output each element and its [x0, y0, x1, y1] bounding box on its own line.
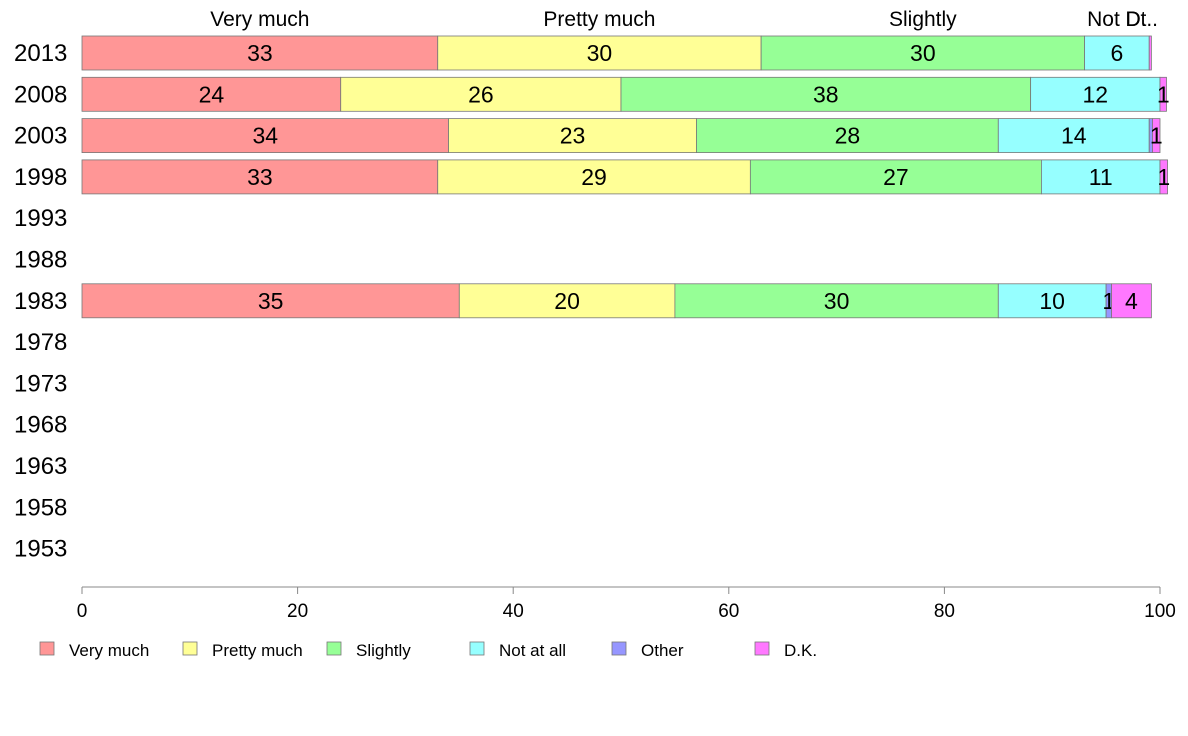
legend-swatch-other [611, 641, 627, 656]
bar-segment-2003-d-k [1152, 118, 1161, 153]
x-tick-label-20: 20 [287, 601, 308, 622]
top-label-very-much: Very much [210, 8, 309, 31]
bar-segment-1998-not-at-all [1041, 159, 1161, 195]
data-label-2003-pretty-much: 23 [560, 123, 586, 149]
y-tick-label-1973: 1973 [14, 370, 67, 397]
bar-segment-2008-d-k [1159, 76, 1167, 112]
y-tick-label-1953: 1953 [14, 536, 67, 563]
bar-segment-2013-pretty-much [437, 35, 762, 71]
y-tick-label-1993: 1993 [14, 205, 67, 232]
bar-segment-1998-pretty-much [437, 159, 751, 195]
bar-segment-2008-not-at-all [1030, 76, 1161, 112]
data-label-2008-slightly: 38 [813, 81, 839, 107]
data-label-1983-not-at-all: 10 [1039, 288, 1065, 314]
bar-segment-1998-d-k [1159, 159, 1168, 195]
data-label-2013-pretty-much: 30 [587, 40, 613, 66]
data-label-1983-d-k: 4 [1125, 288, 1138, 314]
bar-segment-1998-very-much [81, 159, 439, 195]
legend-label-pretty-much: Pretty much [212, 641, 303, 660]
data-label-1998-very-much: 33 [247, 164, 273, 190]
legend-swatch-very-much [39, 641, 55, 656]
bar-segment-2008-slightly [620, 76, 1032, 112]
bar-segment-2003-very-much [81, 118, 449, 153]
data-label-1998-not-at-all: 11 [1089, 164, 1113, 190]
bar-segment-1983-pretty-much [458, 283, 676, 319]
y-tick-label-2008: 2008 [14, 81, 67, 108]
bar-segment-1983-slightly [674, 283, 999, 319]
x-tick-label-40: 40 [503, 601, 524, 622]
y-tick-label-2013: 2013 [14, 40, 67, 67]
bar-segment-2013-d-k [1148, 35, 1152, 71]
y-tick-label-1988: 1988 [14, 247, 67, 274]
y-tick-label-1983: 1983 [14, 288, 67, 315]
legend-swatch-slightly [326, 641, 342, 656]
legend-label-not-at-all: Not at all [499, 641, 566, 660]
data-label-1983-very-much: 35 [258, 288, 284, 314]
y-tick-label-1958: 1958 [14, 494, 67, 521]
data-label-1998-slightly: 27 [883, 164, 909, 190]
data-label-2008-very-much: 24 [199, 81, 225, 107]
data-label-1998-pretty-much: 29 [581, 164, 607, 190]
data-label-2013-not-at-all: 6 [1110, 40, 1123, 66]
bar-segment-1983-very-much [81, 283, 460, 319]
y-tick-label-1963: 1963 [14, 453, 67, 480]
legend-label-slightly: Slightly [356, 641, 411, 660]
x-tick-label-80: 80 [934, 601, 955, 622]
data-label-2003-slightly: 28 [835, 123, 861, 149]
top-label-slightly: Slightly [889, 8, 957, 31]
x-tick-label-0: 0 [77, 601, 88, 622]
legend: Very much Pretty much Slightly Not at all Ot… [39, 641, 817, 660]
data-label-2003-not-at-all: 14 [1061, 123, 1087, 149]
y-tick-label-1968: 1968 [14, 412, 67, 439]
data-label-2013-very-much: 33 [247, 40, 273, 66]
bar-segment-2003-not-at-all [997, 118, 1150, 153]
data-label-2008-d-k: 1 [1157, 81, 1170, 107]
x-tick-label-100: 100 [1144, 601, 1176, 622]
y-tick-label-2003: 2003 [14, 123, 67, 150]
x-tick-label-60: 60 [718, 601, 739, 622]
bars-group: 33 30 30 624 26 38 12 134 23 28 14 133 29 27 11 135 20 30… [81, 35, 1170, 319]
y-tick-label-1978: 1978 [14, 329, 67, 356]
bar-segment-2003-slightly [696, 118, 999, 153]
data-label-2008-not-at-all: 12 [1083, 81, 1109, 107]
bar-segment-1983-not-at-all [997, 283, 1107, 319]
legend-swatch-not-at-all [469, 641, 485, 656]
y-tick-label-1998: 1998 [14, 164, 67, 191]
bar-segment-1983-d-k [1111, 283, 1152, 319]
top-label-pretty-much: Pretty much [543, 8, 655, 31]
legend-swatch-pretty-much [182, 641, 198, 656]
legend-swatch-d-k [754, 641, 770, 656]
top-category-labels: Very much Pretty much Slightly Not D.Dt.. [210, 8, 1158, 31]
data-label-2003-very-much: 34 [252, 123, 278, 149]
data-label-1983-slightly: 30 [824, 288, 850, 314]
bar-segment-2008-pretty-much [340, 76, 622, 112]
x-axis: 0 20 40 60 80 100 [77, 586, 1176, 622]
y-axis: 2013 2008 2003 1998 1993 1988 1983 1978 1973 1968… [14, 40, 67, 563]
legend-label-d-k: D.K. [784, 641, 817, 660]
top-label-dt: Dt.. [1125, 8, 1158, 31]
data-label-2003-d-k: 1 [1150, 123, 1163, 149]
data-label-2013-slightly: 30 [910, 40, 936, 66]
top-label-not-d: Not D. [1087, 8, 1147, 31]
data-label-1998-d-k: 1 [1157, 164, 1170, 190]
bar-segment-2008-very-much [81, 76, 342, 112]
bar-segment-1998-slightly [749, 159, 1042, 195]
data-label-1983-pretty-much: 20 [554, 288, 580, 314]
legend-label-other: Other [641, 641, 684, 660]
data-label-2008-pretty-much: 26 [468, 81, 494, 107]
legend-label-very-much: Very much [69, 641, 149, 660]
